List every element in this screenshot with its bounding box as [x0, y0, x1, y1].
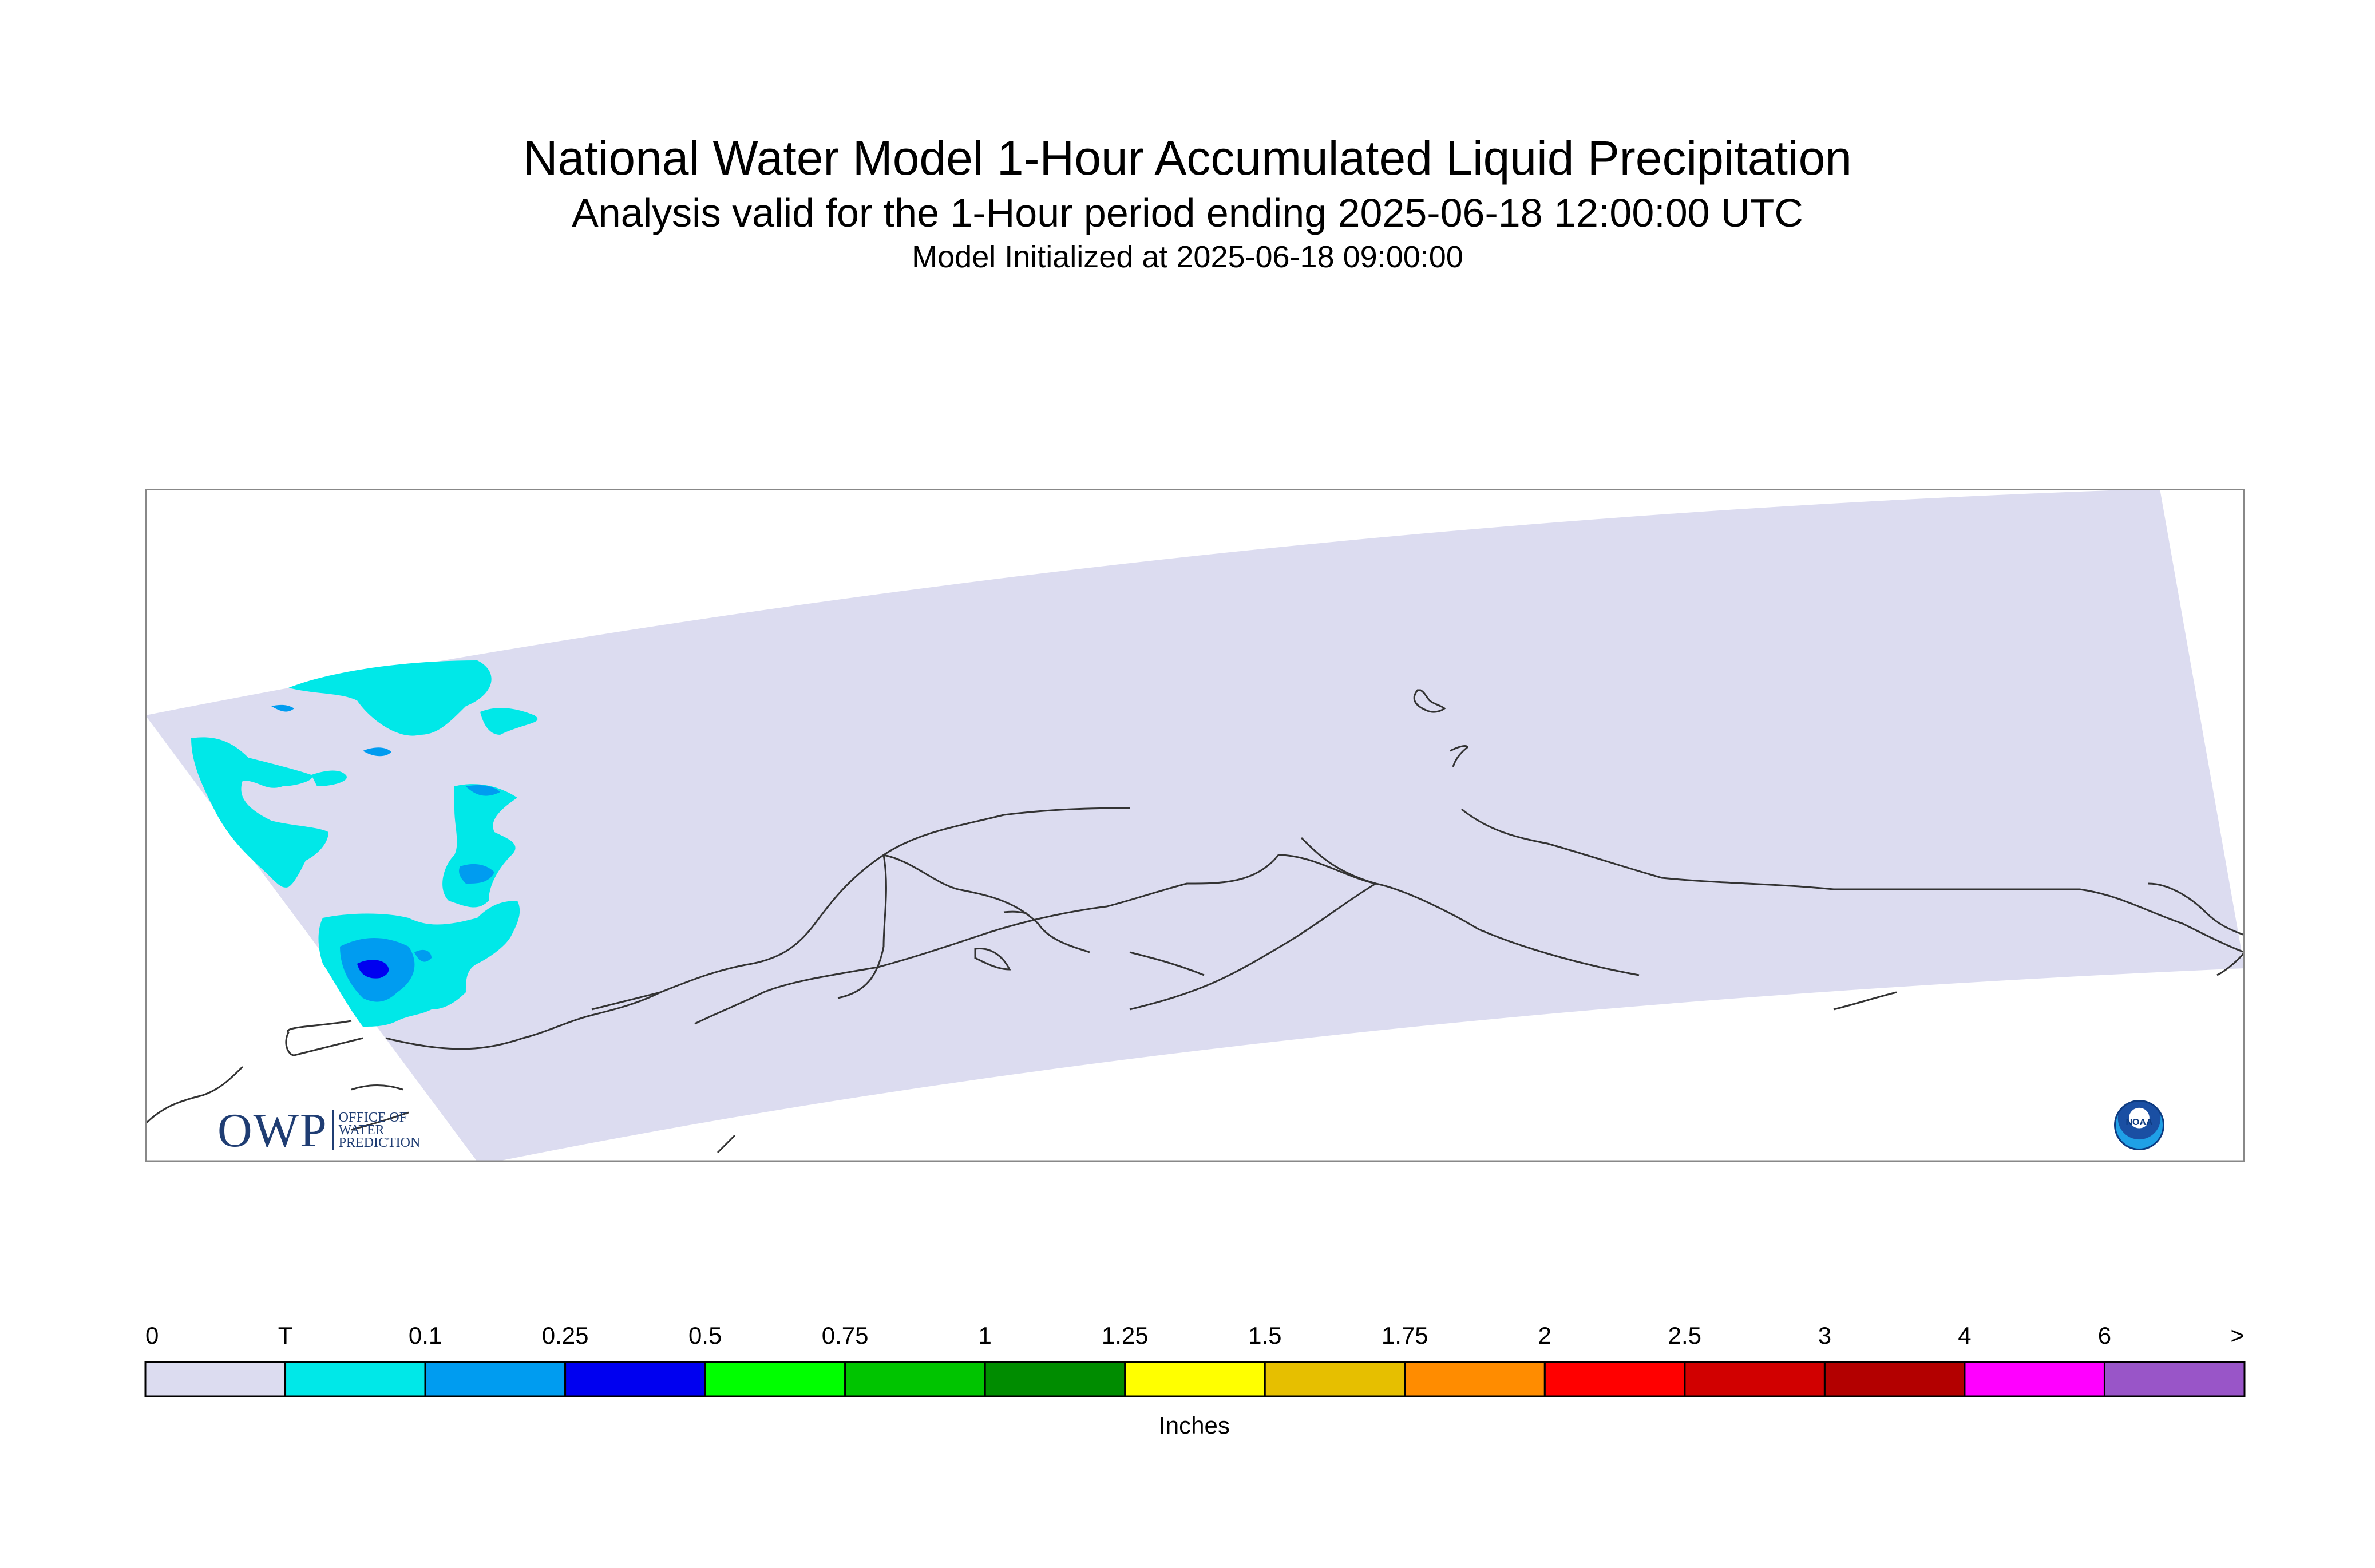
colorbar-box	[984, 1361, 1126, 1397]
colorbar-tick-label: 0	[145, 1322, 159, 1349]
colorbar-tick-label: 3	[1818, 1322, 1831, 1349]
colorbar-box	[424, 1361, 567, 1397]
noaa-logo-text: NOAA	[2125, 1118, 2153, 1127]
island-1	[1413, 689, 1446, 713]
coastline-small	[717, 1134, 736, 1154]
precip-light-3	[459, 864, 494, 884]
precipitation-areas	[191, 660, 538, 1027]
precipitation-map	[145, 489, 2245, 1162]
colorbar-box	[1404, 1361, 1546, 1397]
colorbar-box	[704, 1361, 846, 1397]
precip-trace-1	[288, 660, 492, 736]
precip-trace-4	[311, 770, 347, 786]
colorbar-tick-label: 2.5	[1668, 1322, 1701, 1349]
precip-trace-3	[191, 737, 328, 888]
island-7	[1833, 991, 1897, 1011]
coastline-st-lawrence	[285, 1020, 363, 1056]
model-domain	[145, 489, 2245, 1162]
precip-light-2	[466, 785, 500, 796]
colorbar-tick-label: 6	[2098, 1322, 2111, 1349]
colorbar-tick-label: 1.5	[1248, 1322, 1281, 1349]
map-subtitle: Analysis valid for the 1-Hour period end…	[572, 191, 1803, 235]
colorbar-box	[284, 1361, 426, 1397]
colorbar-box	[1264, 1361, 1406, 1397]
island-4	[1003, 910, 1027, 914]
coastline-aleutian-peninsula	[1129, 882, 1376, 1011]
map-title: National Water Model 1-Hour Accumulated …	[522, 131, 1852, 185]
noaa-logo: NOAA	[2114, 1100, 2164, 1150]
precip-light-5	[414, 949, 432, 962]
coastline-east	[2148, 882, 2245, 936]
colorbar-tick-label: 1.25	[1102, 1322, 1149, 1349]
colorbar-tick-label: T	[278, 1322, 293, 1349]
owp-logo-text: OWP	[217, 1103, 328, 1157]
owp-logo: OWP OFFICE OF WATER PREDICTION	[217, 1103, 421, 1157]
island-2	[1450, 745, 1468, 767]
colorbar-box	[1964, 1361, 2105, 1397]
colorbar-unit-label: Inches	[1159, 1412, 1230, 1439]
colorbar-box	[1543, 1361, 1686, 1397]
colorbar-tick-label: 2	[1538, 1322, 1551, 1349]
owp-logo-separator	[332, 1110, 334, 1150]
colorbar-box	[2103, 1361, 2246, 1397]
coastline-sw	[591, 991, 661, 1011]
colorbar-box	[1124, 1361, 1266, 1397]
colorbar-tick-label: 1.75	[1382, 1322, 1428, 1349]
coastline-bay	[883, 854, 1090, 953]
precip-medium-1	[357, 960, 389, 979]
colorbar-boxes	[144, 1361, 2246, 1397]
island-3	[974, 948, 1011, 971]
colorbar-tick-label: 4	[1958, 1322, 1971, 1349]
colorbar-tick-label: 0.5	[688, 1322, 722, 1349]
colorbar-tick-label: 0.25	[542, 1322, 589, 1349]
colorbar-tick-label: >	[2230, 1322, 2245, 1349]
owp-logo-subtext: OFFICE OF WATER PREDICTION	[338, 1110, 421, 1150]
coastline-mainland	[694, 854, 1640, 1025]
colorbar-tick-labels: 0 T 0.1 0.25 0.5 0.75 1 1.25 1.5 1.75 2 2.5 3 4 6 >	[145, 1322, 2245, 1349]
coastline-western-alaska	[385, 807, 1130, 1050]
precip-light-1	[363, 747, 391, 757]
coastline-seward	[351, 1111, 409, 1131]
colorbar-box	[844, 1361, 986, 1397]
island-5	[1129, 951, 1205, 976]
coastlines	[145, 689, 2245, 1154]
model-init-time: Model Initialized at 2025-06-18 09:00:00	[912, 240, 1463, 274]
coastline-cook-inlet	[1300, 837, 1376, 885]
coastline-north-slope	[1461, 808, 2245, 953]
colorbar-box	[1823, 1361, 1966, 1397]
colorbar-box	[144, 1361, 287, 1397]
colorbar-tick-label: 0.75	[822, 1322, 869, 1349]
colorbar-box	[564, 1361, 706, 1397]
colorbar-tick-label: 0.1	[409, 1322, 442, 1349]
precip-light-6	[271, 704, 294, 712]
coastline-chukotka	[145, 1066, 244, 1125]
colorbar-tick-label: 1	[979, 1322, 992, 1349]
map-frame	[145, 489, 2245, 1162]
precip-trace-2	[480, 708, 538, 735]
island-6	[351, 1084, 403, 1091]
colorbar-box	[1684, 1361, 1826, 1397]
coastline-inlet	[837, 854, 887, 999]
